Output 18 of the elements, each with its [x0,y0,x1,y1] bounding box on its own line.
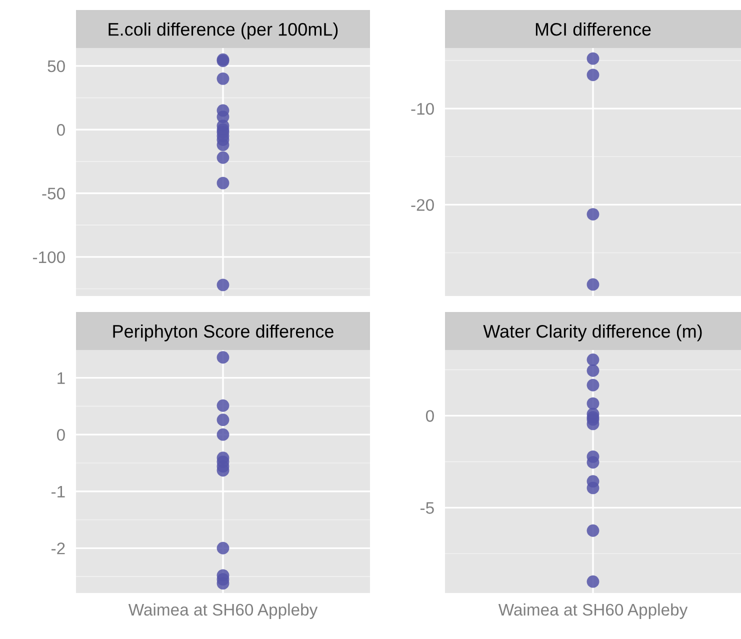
y-tick-label: 1 [58,372,65,384]
y-tick-label: -5 [420,502,434,514]
y-tick-label: 50 [48,60,65,72]
y-tick-label: -1 [52,486,65,498]
y-tick-label: 0 [56,124,65,136]
y-tick-label: -10 [411,102,434,115]
y-tick-label: 0 [56,428,65,441]
chart-title: MCI difference [536,22,651,36]
y-tick-label: -2 [52,542,65,554]
y-tick-label: -100 [32,251,65,264]
y-tick-label: -50 [42,188,65,200]
chart-title: Water Clarity difference (m) [483,324,702,342]
x-tick-label: Waimea at SH60 Appleby [128,603,318,619]
chart-title: E.coli difference (per 100mL) [108,22,338,40]
x-tick-label: Waimea at SH60 Appleby [498,603,688,619]
chart-title: Periphyton Score difference [113,324,334,342]
y-tick-label: -20 [411,199,434,211]
y-tick-label: 0 [426,410,434,422]
